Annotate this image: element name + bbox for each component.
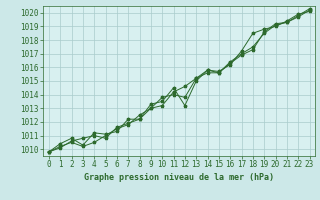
X-axis label: Graphe pression niveau de la mer (hPa): Graphe pression niveau de la mer (hPa) bbox=[84, 173, 274, 182]
